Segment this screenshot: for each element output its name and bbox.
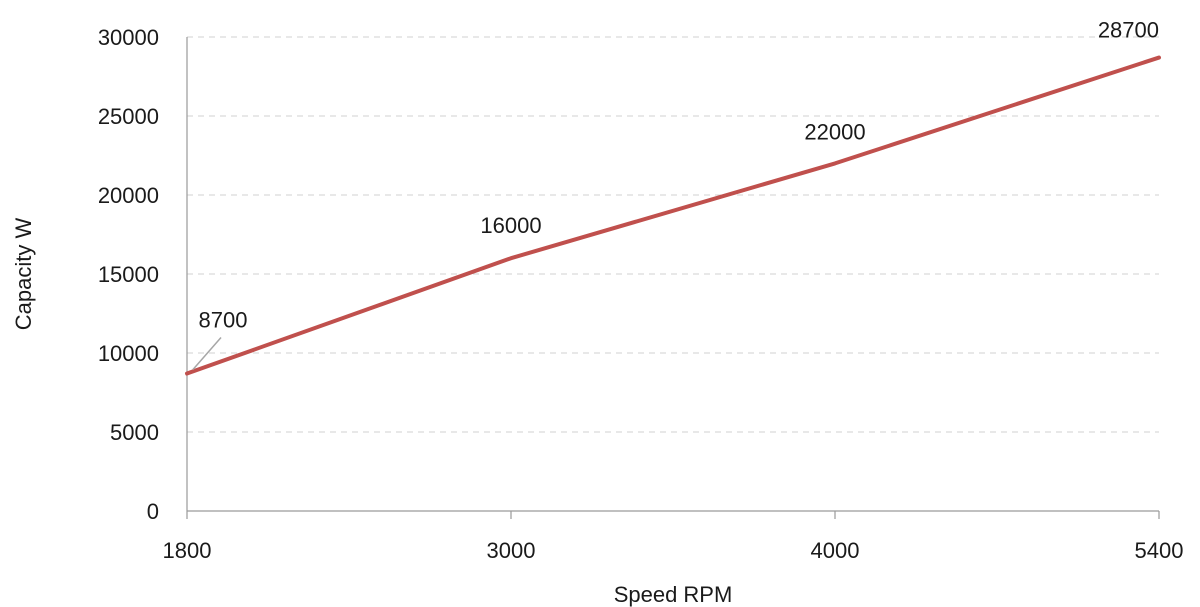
data-label-5400: 28700 bbox=[1098, 18, 1159, 43]
data-label-3000: 16000 bbox=[480, 213, 541, 238]
y-tick-label: 30000 bbox=[98, 25, 159, 50]
y-axis-title: Capacity W bbox=[11, 218, 36, 331]
gridlines bbox=[187, 36, 1159, 433]
y-tick-label: 25000 bbox=[98, 104, 159, 129]
data-label-leader bbox=[192, 337, 222, 371]
data-label-1800: 8700 bbox=[199, 308, 248, 333]
series-line bbox=[185, 55, 1161, 376]
x-tick-label: 5400 bbox=[1135, 538, 1184, 563]
series-layer bbox=[185, 55, 1161, 376]
y-tick-label: 15000 bbox=[98, 262, 159, 287]
y-tick-label: 20000 bbox=[98, 183, 159, 208]
x-tick-label: 3000 bbox=[487, 538, 536, 563]
x-tick-label: 1800 bbox=[163, 538, 212, 563]
y-tick-label: 10000 bbox=[98, 341, 159, 366]
axes: 0 5000 10000 15000 20000 25000 30000 1800 3000 40… bbox=[98, 25, 1184, 563]
data-label-4000: 22000 bbox=[804, 119, 865, 144]
x-axis-title: Speed RPM bbox=[614, 582, 733, 607]
data-labels: 8700 16000 22000 28700 bbox=[192, 18, 1159, 371]
y-tick-label: 5000 bbox=[110, 420, 159, 445]
x-tick-label: 4000 bbox=[811, 538, 860, 563]
y-tick-label: 0 bbox=[147, 499, 159, 524]
